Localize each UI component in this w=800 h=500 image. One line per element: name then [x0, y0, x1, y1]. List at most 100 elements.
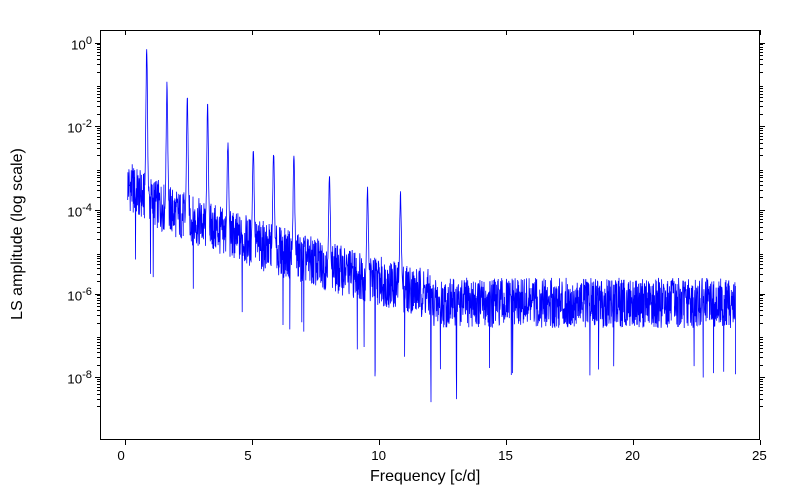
y-minor-tick: [97, 337, 100, 338]
y-minor-tick: [97, 52, 100, 53]
y-minor-tick: [97, 139, 100, 140]
x-tick-label: 20: [625, 448, 640, 463]
periodogram-path: [128, 49, 736, 402]
y-minor-tick: [97, 88, 100, 89]
y-minor-tick: [97, 59, 100, 60]
y-minor-tick: [97, 274, 100, 275]
y-minor-tick: [760, 128, 763, 129]
y-minor-tick: [97, 298, 100, 299]
y-minor-tick: [97, 106, 100, 107]
y-minor-tick: [97, 227, 100, 228]
x-tick: [506, 30, 507, 35]
y-minor-tick: [97, 190, 100, 191]
y-minor-tick: [97, 170, 100, 171]
y-minor-tick: [760, 91, 763, 92]
y-minor-tick: [760, 261, 763, 262]
y-minor-tick: [760, 143, 763, 144]
y-tick: [760, 43, 765, 44]
y-minor-tick: [760, 390, 763, 391]
y-minor-tick: [97, 114, 100, 115]
y-minor-tick: [760, 101, 763, 102]
y-minor-tick: [760, 339, 763, 340]
y-minor-tick: [760, 384, 763, 385]
x-tick-label: 10: [371, 448, 386, 463]
y-minor-tick: [97, 101, 100, 102]
y-tick: [760, 210, 765, 211]
y-minor-tick: [97, 197, 100, 198]
y-minor-tick: [97, 133, 100, 134]
y-minor-tick: [97, 185, 100, 186]
y-minor-tick: [760, 298, 763, 299]
y-minor-tick: [760, 381, 763, 382]
x-tick: [379, 30, 380, 35]
y-minor-tick: [97, 172, 100, 173]
y-tick: [760, 294, 765, 295]
y-minor-tick: [97, 310, 100, 311]
y-minor-tick: [97, 295, 100, 296]
x-tick: [760, 440, 761, 445]
x-tick-label: 25: [752, 448, 767, 463]
y-minor-tick: [97, 148, 100, 149]
y-minor-tick: [760, 315, 763, 316]
y-minor-tick: [760, 106, 763, 107]
y-minor-tick: [760, 175, 763, 176]
y-minor-tick: [97, 381, 100, 382]
y-tick: [95, 210, 100, 211]
y-minor-tick: [97, 379, 100, 380]
y-minor-tick: [760, 114, 763, 115]
y-minor-tick: [97, 390, 100, 391]
y-minor-tick: [97, 264, 100, 265]
y-minor-tick: [760, 239, 763, 240]
y-minor-tick: [97, 143, 100, 144]
y-minor-tick: [97, 91, 100, 92]
y-minor-tick: [97, 86, 100, 87]
y-minor-tick: [97, 55, 100, 56]
x-tick-label: 0: [117, 448, 124, 463]
y-minor-tick: [97, 94, 100, 95]
y-minor-tick: [760, 348, 763, 349]
x-tick: [760, 30, 761, 35]
y-minor-tick: [760, 52, 763, 53]
y-minor-tick: [760, 88, 763, 89]
y-minor-tick: [97, 384, 100, 385]
y-minor-tick: [97, 47, 100, 48]
y-minor-tick: [760, 44, 763, 45]
y-minor-tick: [97, 216, 100, 217]
x-tick: [125, 30, 126, 35]
y-minor-tick: [97, 72, 100, 73]
y-minor-tick: [760, 399, 763, 400]
y-minor-tick: [760, 172, 763, 173]
y-minor-tick: [97, 300, 100, 301]
y-minor-tick: [760, 300, 763, 301]
y-minor-tick: [760, 148, 763, 149]
y-minor-tick: [760, 64, 763, 65]
x-tick: [379, 440, 380, 445]
y-minor-tick: [760, 86, 763, 87]
y-minor-tick: [97, 268, 100, 269]
y-minor-tick: [97, 339, 100, 340]
y-minor-tick: [760, 59, 763, 60]
y-minor-tick: [97, 342, 100, 343]
y-axis-label: LS amplitude (log scale): [9, 134, 27, 334]
y-minor-tick: [97, 315, 100, 316]
y-minor-tick: [760, 72, 763, 73]
y-minor-tick: [760, 345, 763, 346]
y-minor-tick: [760, 256, 763, 257]
y-minor-tick: [760, 254, 763, 255]
y-minor-tick: [760, 136, 763, 137]
x-tick-label: 15: [498, 448, 513, 463]
y-minor-tick: [97, 130, 100, 131]
y-minor-tick: [97, 136, 100, 137]
y-minor-tick: [760, 268, 763, 269]
y-minor-tick: [97, 357, 100, 358]
y-minor-tick: [97, 175, 100, 176]
y-minor-tick: [760, 357, 763, 358]
y-minor-tick: [760, 258, 763, 259]
y-minor-tick: [760, 232, 763, 233]
y-tick-label: 10-8: [67, 369, 92, 386]
y-minor-tick: [760, 55, 763, 56]
y-minor-tick: [97, 219, 100, 220]
y-tick: [95, 43, 100, 44]
y-minor-tick: [760, 155, 763, 156]
y-minor-tick: [97, 44, 100, 45]
